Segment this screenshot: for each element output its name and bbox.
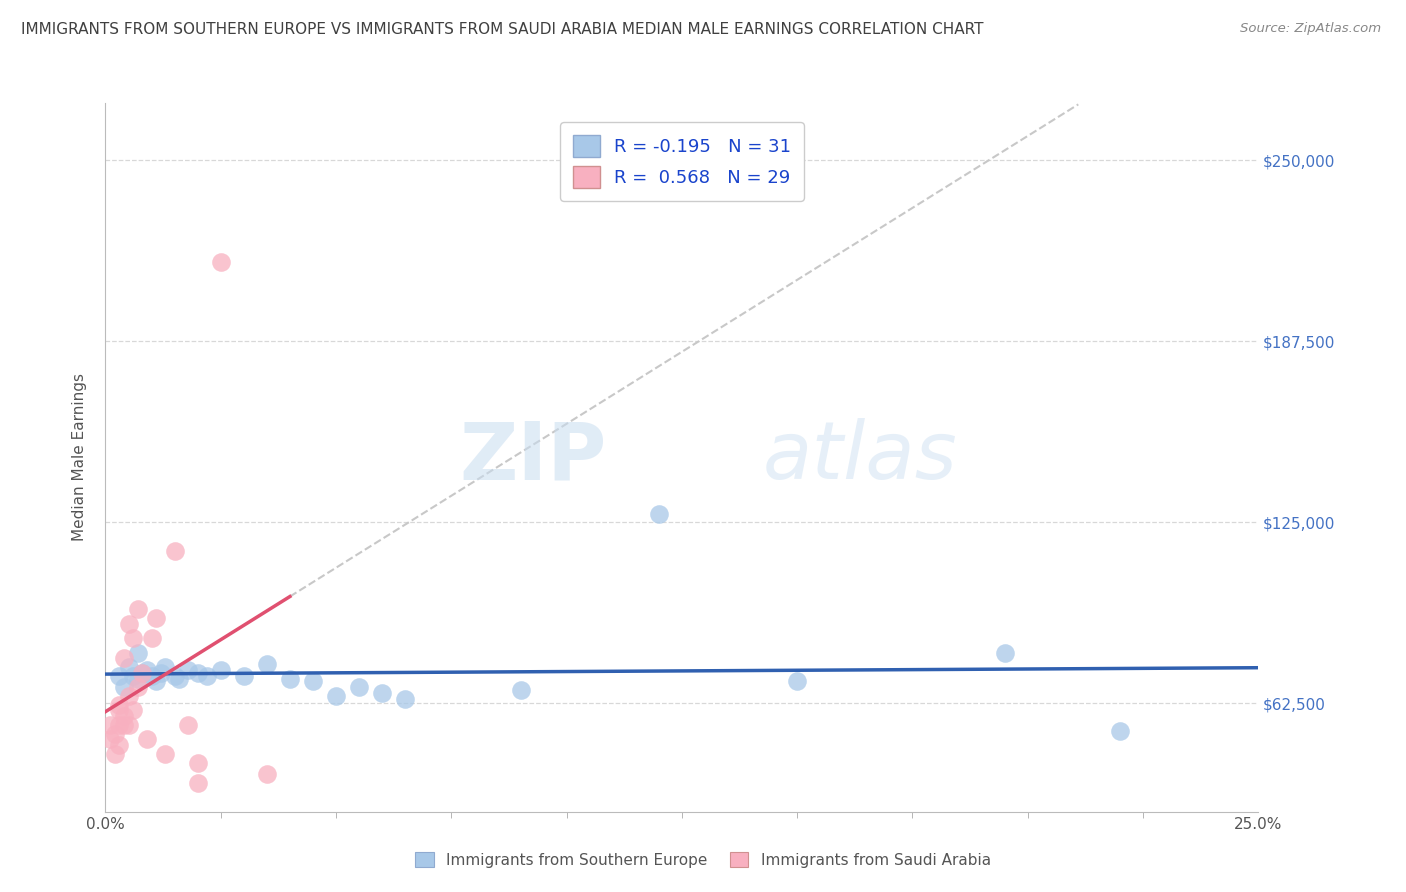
Point (187, 665, 209, 680)
Text: atlas: atlas (762, 418, 957, 496)
Point (127, 602, 149, 616)
Legend: Immigrants from Southern Europe, Immigrants from Saudi Arabia: Immigrants from Southern Europe, Immigra… (408, 844, 998, 875)
Point (112, 680, 135, 694)
Legend: R = -0.195   N = 31, R =  0.568   N = 29: R = -0.195 N = 31, R = 0.568 N = 29 (560, 122, 804, 201)
Y-axis label: Median Male Earnings: Median Male Earnings (72, 373, 87, 541)
Point (127, 672, 149, 686)
Point (136, 732, 159, 747)
Point (155, 747, 177, 761)
Point (108, 718, 131, 732)
Point (209, 254, 232, 268)
Point (117, 689, 139, 703)
Point (108, 738, 131, 752)
Point (145, 611, 167, 625)
Point (122, 703, 145, 717)
Point (325, 689, 347, 703)
Point (149, 665, 172, 680)
Point (509, 683, 531, 698)
Point (131, 665, 153, 680)
Point (232, 668, 254, 682)
Point (112, 709, 135, 723)
Point (112, 651, 135, 665)
Point (167, 672, 190, 686)
Point (278, 672, 301, 686)
Point (163, 544, 186, 558)
Point (1109, 723, 1132, 738)
Text: Source: ZipAtlas.com: Source: ZipAtlas.com (1240, 22, 1381, 36)
Point (195, 668, 218, 682)
Point (104, 726, 127, 740)
Point (98, 718, 121, 732)
Point (108, 703, 131, 717)
Point (141, 668, 163, 682)
Point (371, 686, 394, 700)
Point (131, 665, 153, 680)
Point (127, 646, 149, 660)
Point (117, 718, 139, 732)
Point (177, 718, 200, 732)
Point (104, 747, 127, 761)
Point (117, 660, 139, 674)
Text: ZIP: ZIP (460, 418, 607, 496)
Point (177, 663, 200, 677)
Point (256, 657, 278, 672)
Point (141, 631, 163, 645)
Point (122, 631, 145, 645)
Point (648, 507, 671, 521)
Point (187, 756, 209, 770)
Point (256, 767, 278, 781)
Point (302, 674, 325, 689)
Text: IMMIGRANTS FROM SOUTHERN EUROPE VS IMMIGRANTS FROM SAUDI ARABIA MEDIAN MALE EARN: IMMIGRANTS FROM SOUTHERN EUROPE VS IMMIG… (21, 22, 984, 37)
Point (209, 663, 232, 677)
Point (108, 668, 131, 682)
Point (994, 646, 1017, 660)
Point (117, 616, 139, 631)
Point (347, 680, 370, 694)
Point (127, 680, 149, 694)
Point (136, 663, 159, 677)
Point (786, 674, 808, 689)
Point (155, 660, 177, 674)
Point (98, 732, 121, 747)
Point (163, 668, 186, 682)
Point (112, 718, 135, 732)
Point (108, 698, 131, 712)
Point (394, 691, 416, 706)
Point (122, 668, 145, 682)
Point (187, 776, 209, 790)
Point (145, 674, 167, 689)
